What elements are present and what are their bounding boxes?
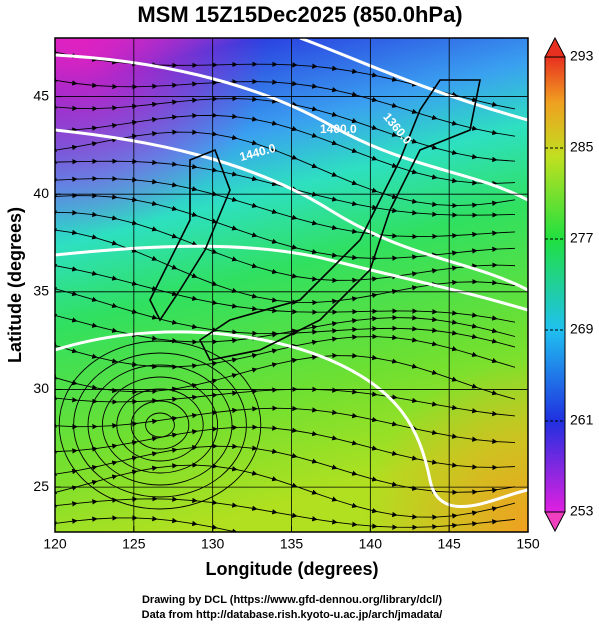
streamline [73,352,247,498]
streamline [55,515,498,532]
streamline [87,364,233,486]
contour-line [55,53,528,202]
credit: Drawing by DCL (https://www.gfd-dennou.o… [142,594,442,606]
contour-label: 1400.0 [320,122,357,136]
y-tick-label: 30 [33,380,49,396]
x-axis-label: Longitude (degrees) [205,559,378,579]
colorbar [544,56,566,513]
contour-line [55,244,528,312]
streamline [130,400,190,450]
x-tick-label: 150 [516,536,540,552]
streamline [116,388,204,462]
colorbar-min-arrow [544,511,566,533]
y-axis-label: Latitude (degrees) [5,207,25,363]
x-tick-label: 120 [43,536,67,552]
y-tick-label: 45 [33,87,49,103]
x-tick-label: 145 [437,536,461,552]
y-tick-label: 40 [33,185,49,201]
plot-area [55,38,528,532]
colorbar-tick-label: 261 [570,412,594,428]
y-tick-label: 35 [33,283,49,299]
colorbar-max-arrow [544,36,566,58]
contours [55,38,528,509]
streamline [55,386,516,417]
contour-line [299,38,528,122]
colorbar-tick-label: 293 [570,48,594,64]
streamline [101,376,219,474]
title: MSM 15Z15Dec2025 (850.0hPa) [137,2,462,27]
x-tick-label: 130 [201,536,225,552]
colorbar-tick-label: 269 [570,321,594,337]
colorbar-tick-label: 253 [570,503,594,519]
colorbar-tick-label: 277 [570,230,594,246]
coastline [149,79,481,361]
x-tick-label: 135 [280,536,304,552]
streamline [145,412,175,438]
colorbar-tick-label: 285 [570,139,594,155]
x-tick-label: 140 [359,536,383,552]
contour-line [55,330,528,509]
streamline [58,340,262,510]
streamlines [55,45,516,532]
x-tick-label: 125 [122,536,146,552]
y-tick-label: 25 [33,478,49,494]
contour-line [55,128,528,292]
credit: Data from http://database.rish.kyoto-u.a… [142,609,443,621]
